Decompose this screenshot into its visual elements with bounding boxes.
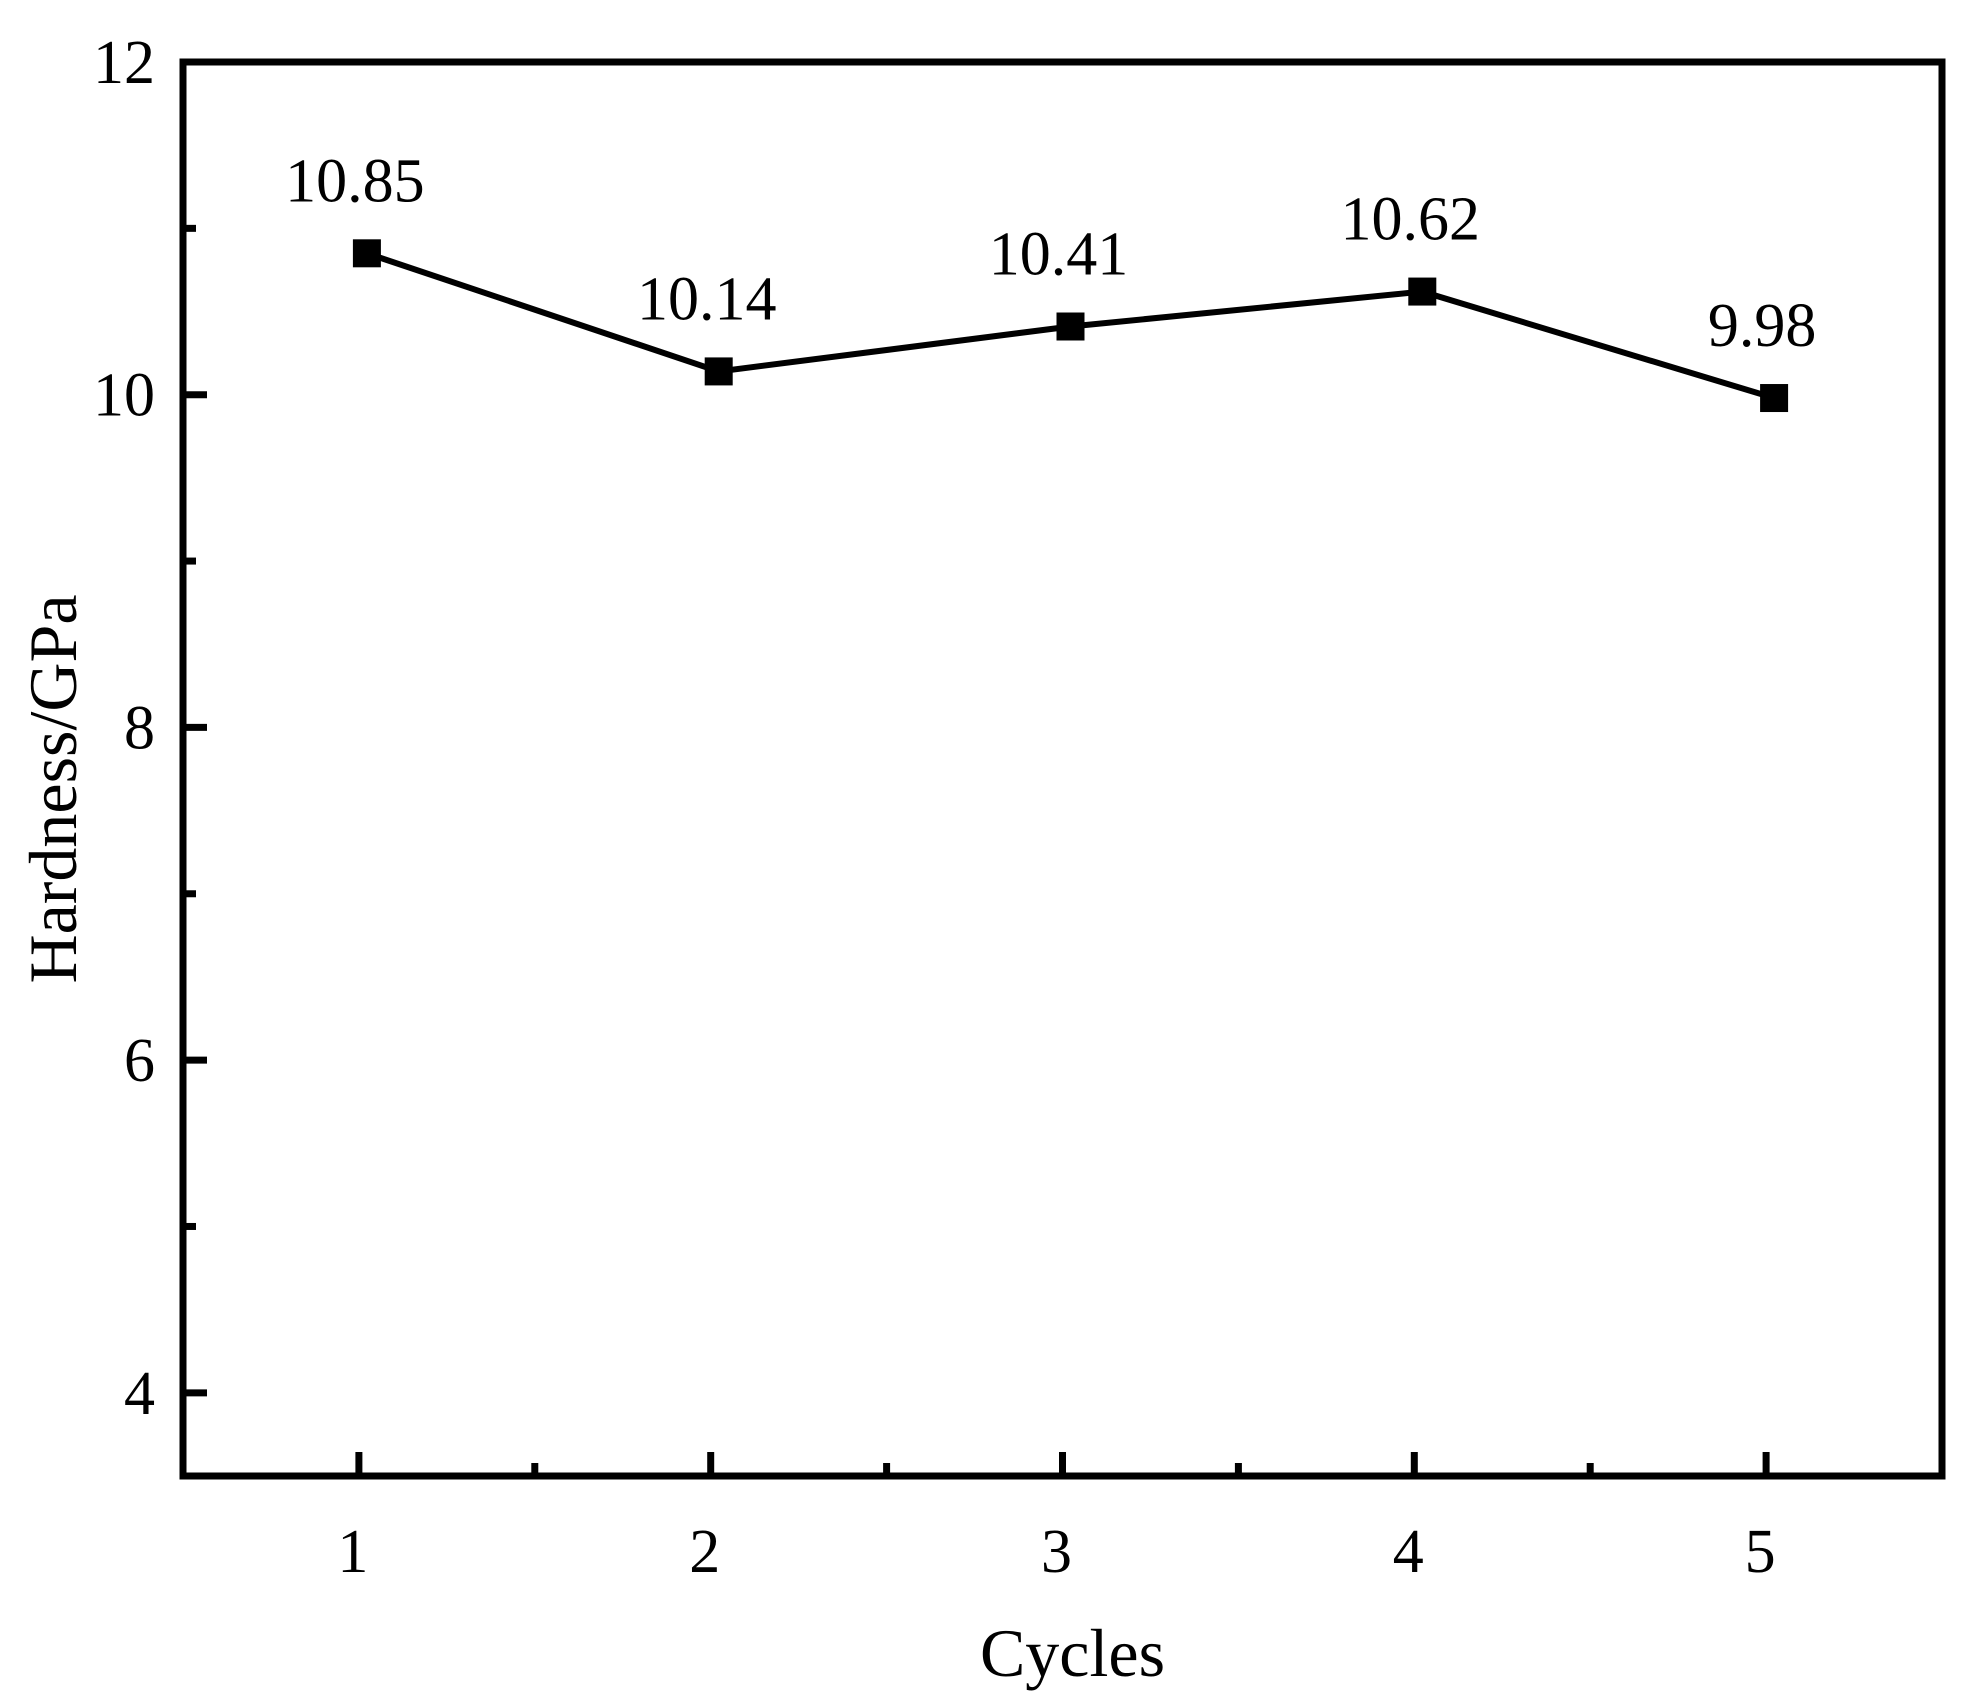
data-label: 10.62 [1341,186,1481,254]
data-label: 10.85 [285,147,425,215]
plot-frame [179,58,1946,1480]
data-point-marker [1760,384,1789,413]
x-tick-label: 1 [337,1518,368,1586]
y-tick-label: 6 [124,1027,155,1095]
data-label: 10.14 [637,265,777,333]
y-tick-label: 8 [124,694,155,762]
data-point-marker [1056,312,1085,341]
data-point-marker [704,357,733,386]
data-label: 9.98 [1708,292,1817,360]
x-tick-label: 4 [1393,1518,1424,1586]
series-layer [352,239,1789,413]
data-label: 10.41 [989,221,1129,289]
data-point-marker [1408,277,1437,306]
x-tick-label: 5 [1745,1518,1776,1586]
x-axis-title: Cycles [980,1615,1165,1691]
y-tick-label: 10 [93,362,155,430]
x-tick-label: 3 [1041,1518,1072,1586]
y-tick-label: 4 [124,1360,155,1428]
x-tick-label: 2 [689,1518,720,1586]
data-point-marker [352,239,381,268]
y-axis-title: Hardness/GPa [15,594,91,983]
y-tick-label: 12 [93,29,155,97]
